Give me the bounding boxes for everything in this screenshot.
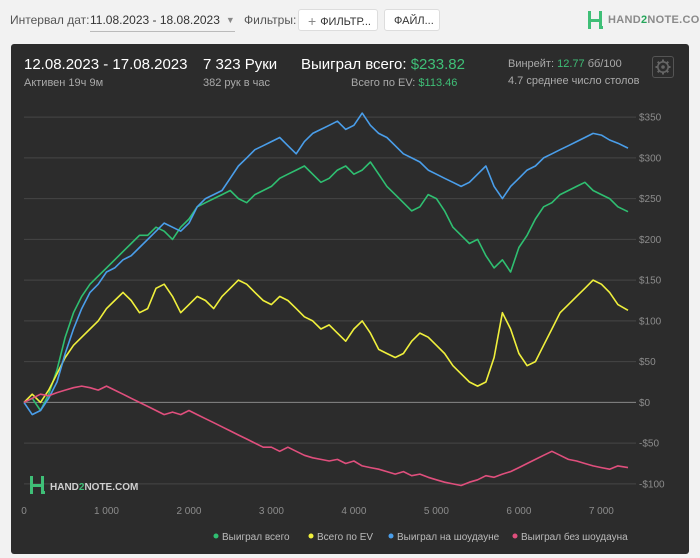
logo-text-suffix: NOTE.COM [647,14,700,26]
series-line-ev-total [23,279,629,404]
date-interval-label: Интервал дат: [10,13,90,27]
legend-label: Всего по EV [317,532,373,543]
chart-watermark: HAND2NOTE.COM [30,476,138,494]
chart-grid [24,116,636,485]
gear-icon [655,59,671,75]
ev-total-label: Всего по EV: [351,77,416,89]
y-tick-label: -$100 [639,479,665,490]
plus-icon: + [308,13,317,29]
y-tick-label: $300 [639,153,662,164]
filter-button[interactable]: + ФИЛЬТР... [298,9,378,31]
ev-total-value: $113.46 [418,77,458,89]
date-range-select[interactable]: 11.08.2023 - 18.08.2023 ▼ [90,10,235,32]
y-tick-label: $200 [639,235,662,246]
won-total-label: Выиграл всего: [301,56,407,73]
winrate: Винрейт: 12.77 бб/100 [508,58,622,70]
date-range-value: 11.08.2023 - 18.08.2023 [90,13,220,27]
hands-per-hour: 382 рук в час [203,77,271,89]
legend-label: Выиграл всего [222,532,290,543]
y-tick-label: $150 [639,276,662,287]
results-panel: 12.08.2023 - 17.08.2023 Активен 19ч 9м 7… [11,44,689,554]
filter-button-label: ФИЛЬТР... [320,16,371,28]
chart-series [23,112,629,487]
legend-label: Выиграл на шоудауне [397,532,500,543]
chart-legend: Выиграл всего Всего по EV Выиграл на шоуда… [213,531,628,543]
legend-marker [308,533,314,539]
caret-down-icon: ▼ [225,15,235,25]
avg-tables: 4.7 среднее число столов [508,75,640,87]
logo-text-prefix: HAND [608,14,641,26]
ev-total: Всего по EV: $113.46 [351,77,457,89]
settings-button[interactable] [652,56,674,78]
winrate-unit: бб/100 [587,58,622,70]
x-tick-label: 6 000 [506,506,531,517]
y-tick-label: $50 [639,357,656,368]
hand2note-logo-icon [588,11,603,29]
legend-marker [213,533,219,539]
legend-marker [512,533,518,539]
series-line-won-no-showdown [23,385,629,487]
legend-marker [388,533,394,539]
x-tick-label: 1 000 [94,506,119,517]
series-line-won-total [23,161,629,412]
file-button[interactable]: ФАЙЛ... [384,9,440,31]
legend-label: Выиграл без шоудауна [521,531,628,543]
filters-label: Фильтры: [244,13,297,27]
profit-chart: $350 $300 $250 $200 $150 $100 $50 $0 -$50 -$100 0… [21,112,665,543]
active-time: Активен 19ч 9м [24,77,104,89]
x-tick-label: 4 000 [341,506,366,517]
y-tick-label: -$50 [639,439,659,450]
watermark-logo-icon [30,476,45,494]
x-tick-label: 5 000 [424,506,449,517]
series-line-won-showdown [23,112,629,416]
y-tick-label: $250 [639,194,662,205]
x-tick-label: 7 000 [589,506,614,517]
x-axis-ticks: 0 1 000 2 000 3 000 4 000 5 000 6 000 7 000 [21,506,614,517]
file-button-label: ФАЙЛ... [394,15,434,27]
y-tick-label: $0 [639,398,651,409]
y-axis-ticks: $350 $300 $250 $200 $150 $100 $50 $0 -$50 -$100 [639,113,665,491]
watermark-text: HAND2NOTE.COM [50,482,138,493]
logo-text-two: 2 [640,14,648,26]
winrate-label: Винрейт: [508,58,555,70]
filters-bar: Интервал дат: 11.08.2023 - 18.08.2023 ▼ Ф… [0,0,700,42]
x-tick-label: 0 [21,506,27,517]
hands-count: 7 323 Руки [203,56,278,73]
y-tick-label: $100 [639,316,662,327]
won-total: Выиграл всего: $233.82 [301,56,465,73]
x-tick-label: 3 000 [259,506,284,517]
won-total-value: $233.82 [410,56,465,73]
y-tick-label: $350 [639,113,662,124]
x-tick-label: 2 000 [176,506,201,517]
winrate-value: 12.77 [557,58,585,70]
period-value: 12.08.2023 - 17.08.2023 [24,56,188,73]
